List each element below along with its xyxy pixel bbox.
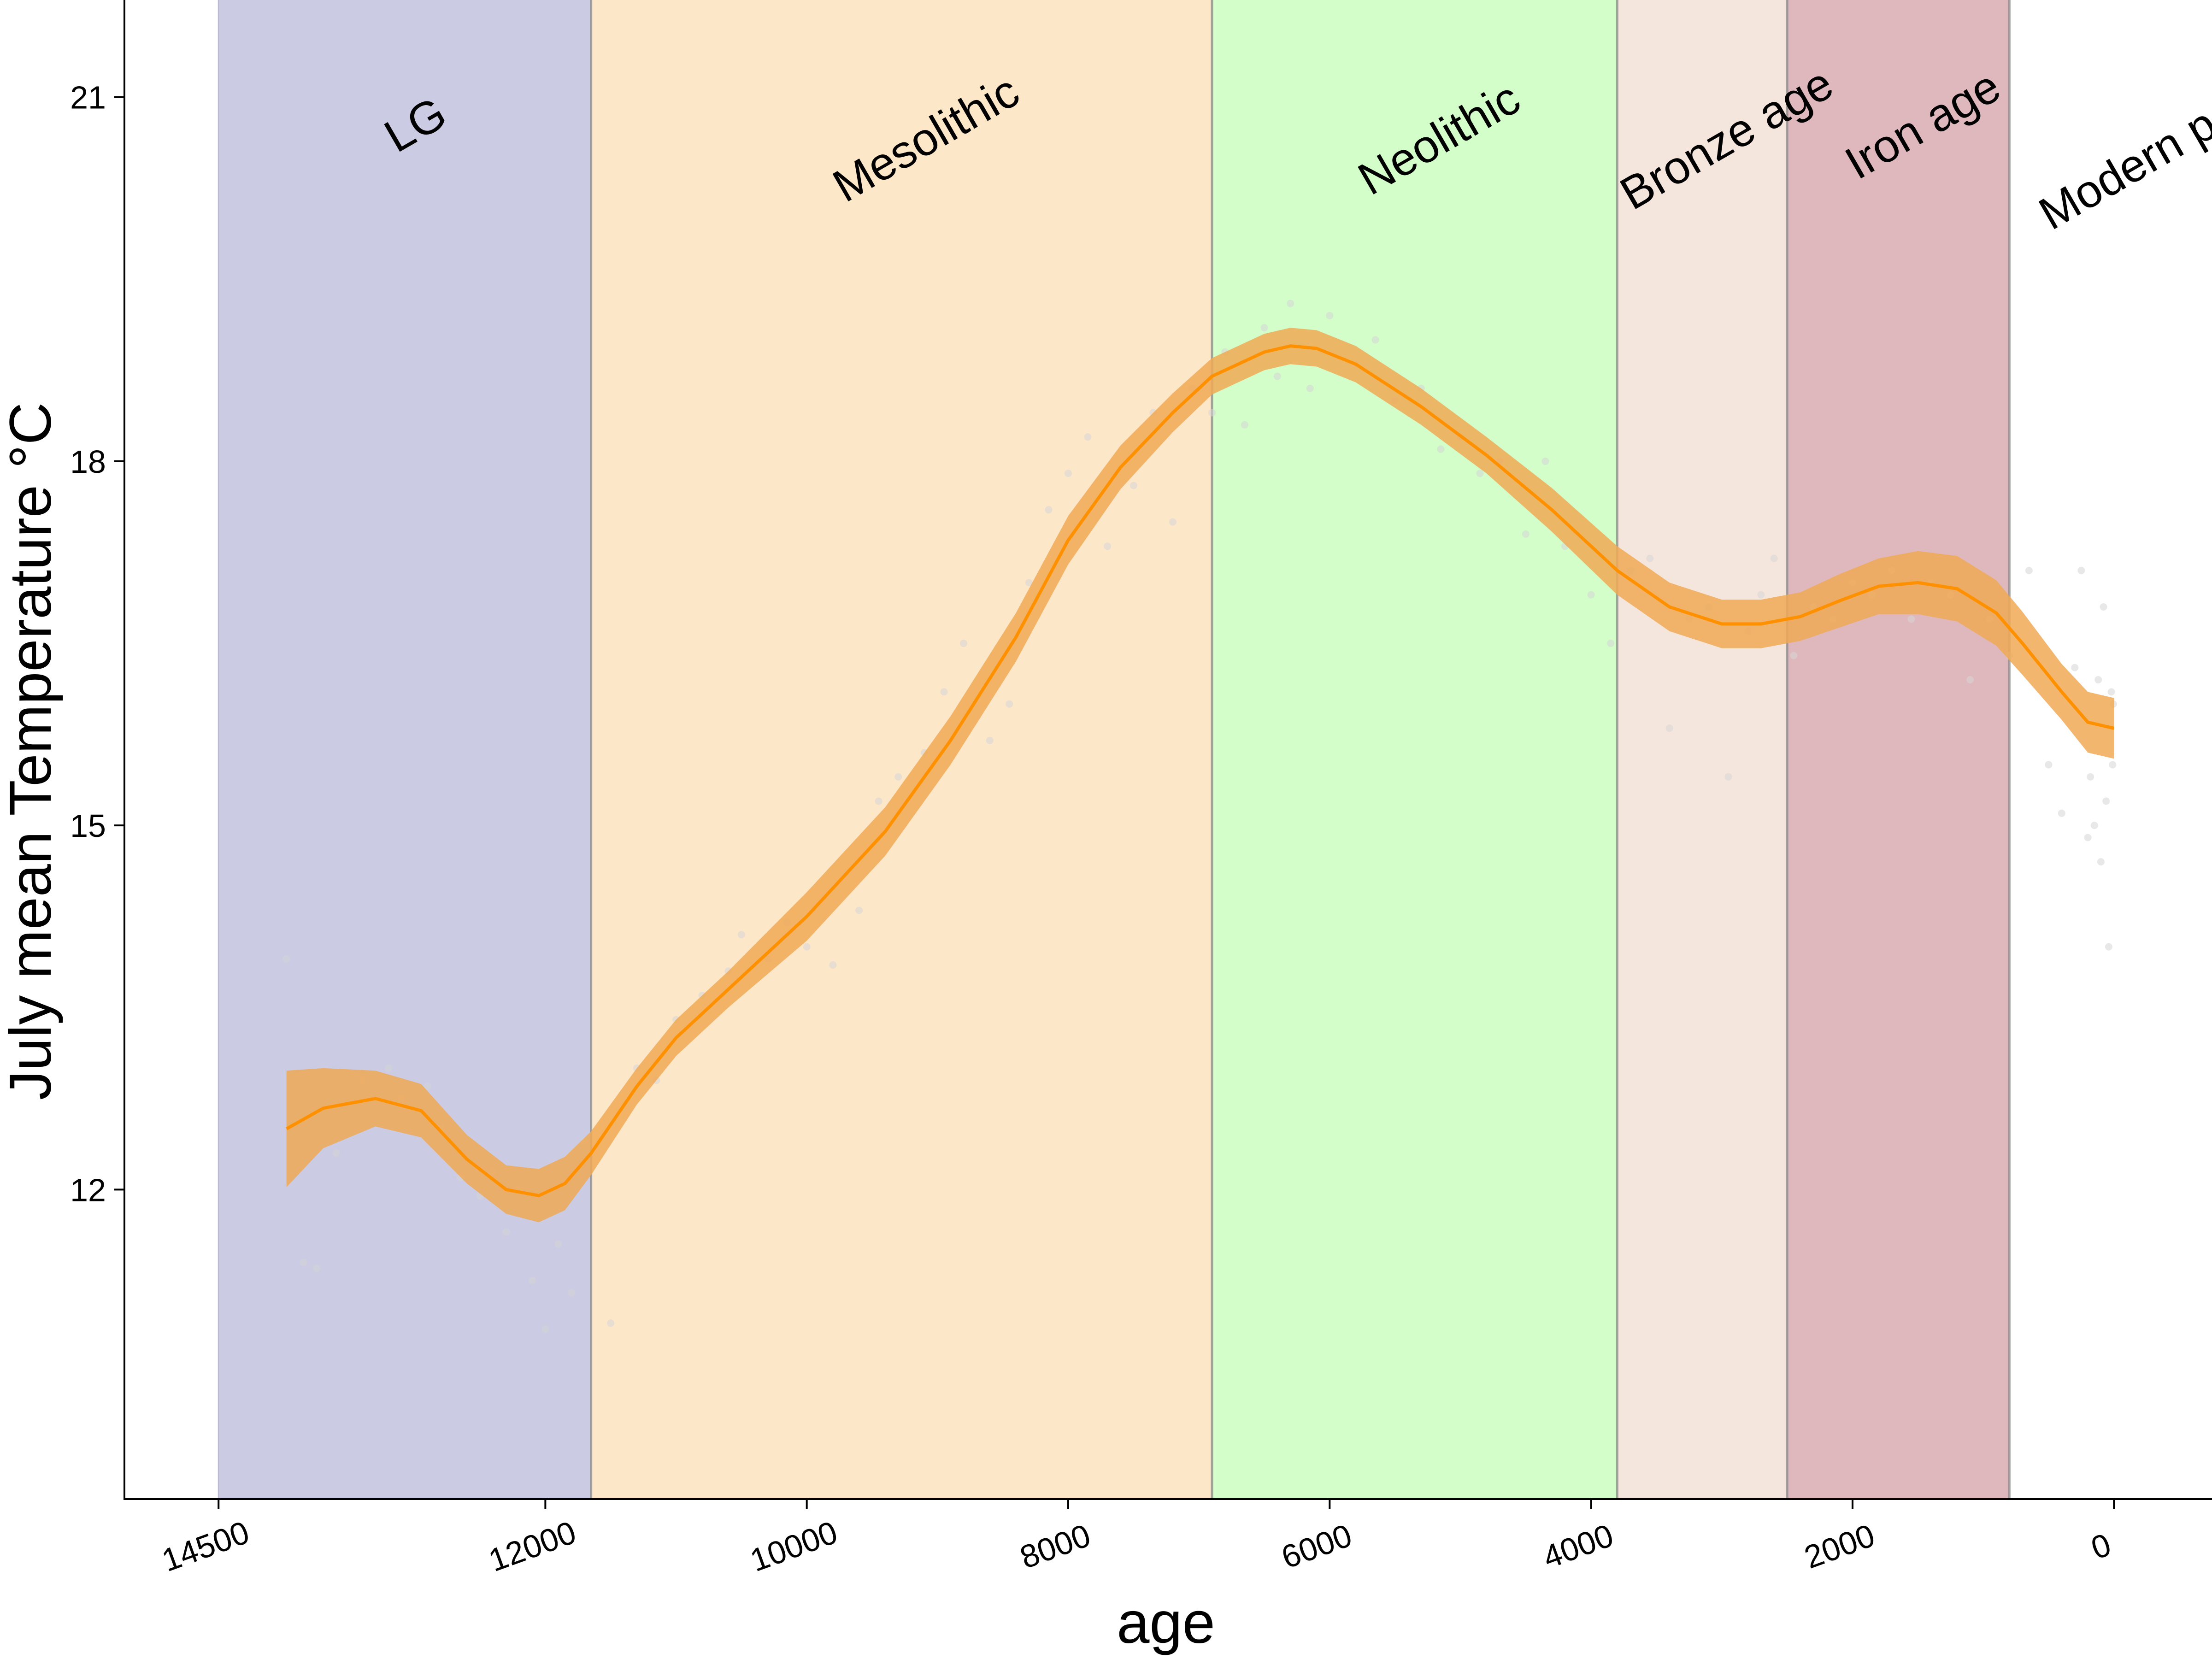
period-bands — [218, 0, 2212, 1499]
sample-point — [1045, 506, 1053, 514]
period-band-3 — [1617, 0, 1788, 1499]
sample-point — [2100, 603, 2107, 611]
sample-point — [1025, 579, 1033, 587]
sample-point — [1607, 640, 1615, 647]
axes — [124, 0, 2212, 1500]
sample-point — [1437, 445, 1445, 453]
sample-point — [529, 1277, 536, 1284]
sample-point — [1724, 773, 1732, 781]
sample-point — [1587, 591, 1595, 599]
sample-point — [2094, 676, 2102, 684]
sample-point — [894, 773, 902, 781]
sample-point — [1665, 724, 1673, 732]
y-tick-label: 15 — [70, 808, 106, 844]
sample-point — [737, 931, 745, 939]
sample-point — [1757, 591, 1765, 599]
sample-point — [960, 640, 968, 647]
sample-point — [1104, 542, 1112, 550]
sample-point — [2087, 773, 2094, 781]
x-tick-label: 6000 — [1277, 1517, 1357, 1576]
sample-point — [607, 1319, 615, 1327]
sample-point — [1169, 518, 1177, 526]
sample-point — [1273, 372, 1281, 380]
sample-point — [2105, 943, 2112, 951]
smooth-line — [285, 344, 2115, 1198]
sample-point — [2058, 809, 2065, 817]
x-tick-label: 0 — [2086, 1526, 2115, 1566]
sample-point — [1646, 554, 1654, 562]
sample-point — [2109, 761, 2117, 769]
sample-point — [332, 1149, 340, 1157]
sample-point — [2090, 822, 2098, 830]
sample-point — [803, 943, 811, 951]
sample-point — [554, 1240, 562, 1248]
sample-point — [1476, 470, 1484, 477]
sample-point — [300, 1259, 307, 1266]
sample-point — [2084, 834, 2092, 841]
sample-point — [384, 1064, 392, 1072]
sample-point — [1522, 530, 1530, 538]
sample-point — [312, 1265, 320, 1272]
sample-point — [1130, 482, 1137, 489]
sample-point — [875, 797, 882, 805]
sample-point — [829, 961, 837, 969]
x-axis-title: age — [1117, 1590, 1215, 1656]
sample-point — [1065, 470, 1072, 477]
sample-point — [1006, 700, 1013, 708]
sample-point — [1770, 554, 1778, 562]
sample-point — [2045, 761, 2053, 769]
period-band-1 — [591, 0, 1212, 1499]
sample-point — [2077, 566, 2085, 574]
sample-point — [2107, 688, 2115, 696]
x-tick-label: 12000 — [484, 1514, 581, 1579]
sample-point — [1241, 421, 1248, 429]
sample-point — [1966, 676, 1974, 684]
x-tick-label: 14500 — [157, 1514, 254, 1579]
sample-point — [855, 906, 863, 914]
sample-point — [1084, 433, 1092, 441]
x-tick-label: 8000 — [1015, 1517, 1095, 1576]
sample-point — [986, 736, 994, 744]
period-dividers — [218, 0, 2011, 1499]
x-tick-label: 2000 — [1800, 1517, 1879, 1576]
sample-point — [1790, 652, 1798, 659]
y-tick-label: 12 — [70, 1172, 106, 1208]
x-tick-label: 10000 — [746, 1514, 842, 1579]
sample-point — [2025, 566, 2033, 574]
sample-point — [502, 1228, 510, 1236]
sample-point — [541, 1325, 549, 1333]
sample-point — [1326, 312, 1334, 319]
y-tick-label: 18 — [70, 444, 106, 480]
sample-point — [424, 1082, 432, 1090]
sample-point — [1371, 336, 1379, 344]
sample-point — [1306, 384, 1314, 392]
sample-point — [1260, 324, 1268, 332]
period-band-4 — [1787, 0, 2010, 1499]
sample-point — [568, 1289, 576, 1297]
sample-point — [2097, 858, 2105, 866]
period-band-0 — [218, 0, 591, 1499]
x-tick-label: 4000 — [1538, 1517, 1618, 1576]
sample-point — [1287, 300, 1294, 307]
sample-point — [1208, 409, 1216, 417]
y-axis-title: July mean Temperature °C — [0, 402, 64, 1100]
sample-point — [282, 955, 290, 963]
sample-point — [2102, 797, 2110, 805]
y-tick-label: 21 — [70, 80, 106, 116]
y-ticks: 12 15 18 21 — [70, 80, 124, 1208]
sample-point — [1907, 615, 1915, 623]
period-band-2 — [1212, 0, 1618, 1499]
sample-point — [940, 688, 948, 696]
x-ticks: 14500 12000 10000 8000 6000 4000 2000 0 — [157, 1499, 2116, 1579]
sample-point — [1541, 457, 1549, 465]
sample-point — [2071, 664, 2079, 671]
